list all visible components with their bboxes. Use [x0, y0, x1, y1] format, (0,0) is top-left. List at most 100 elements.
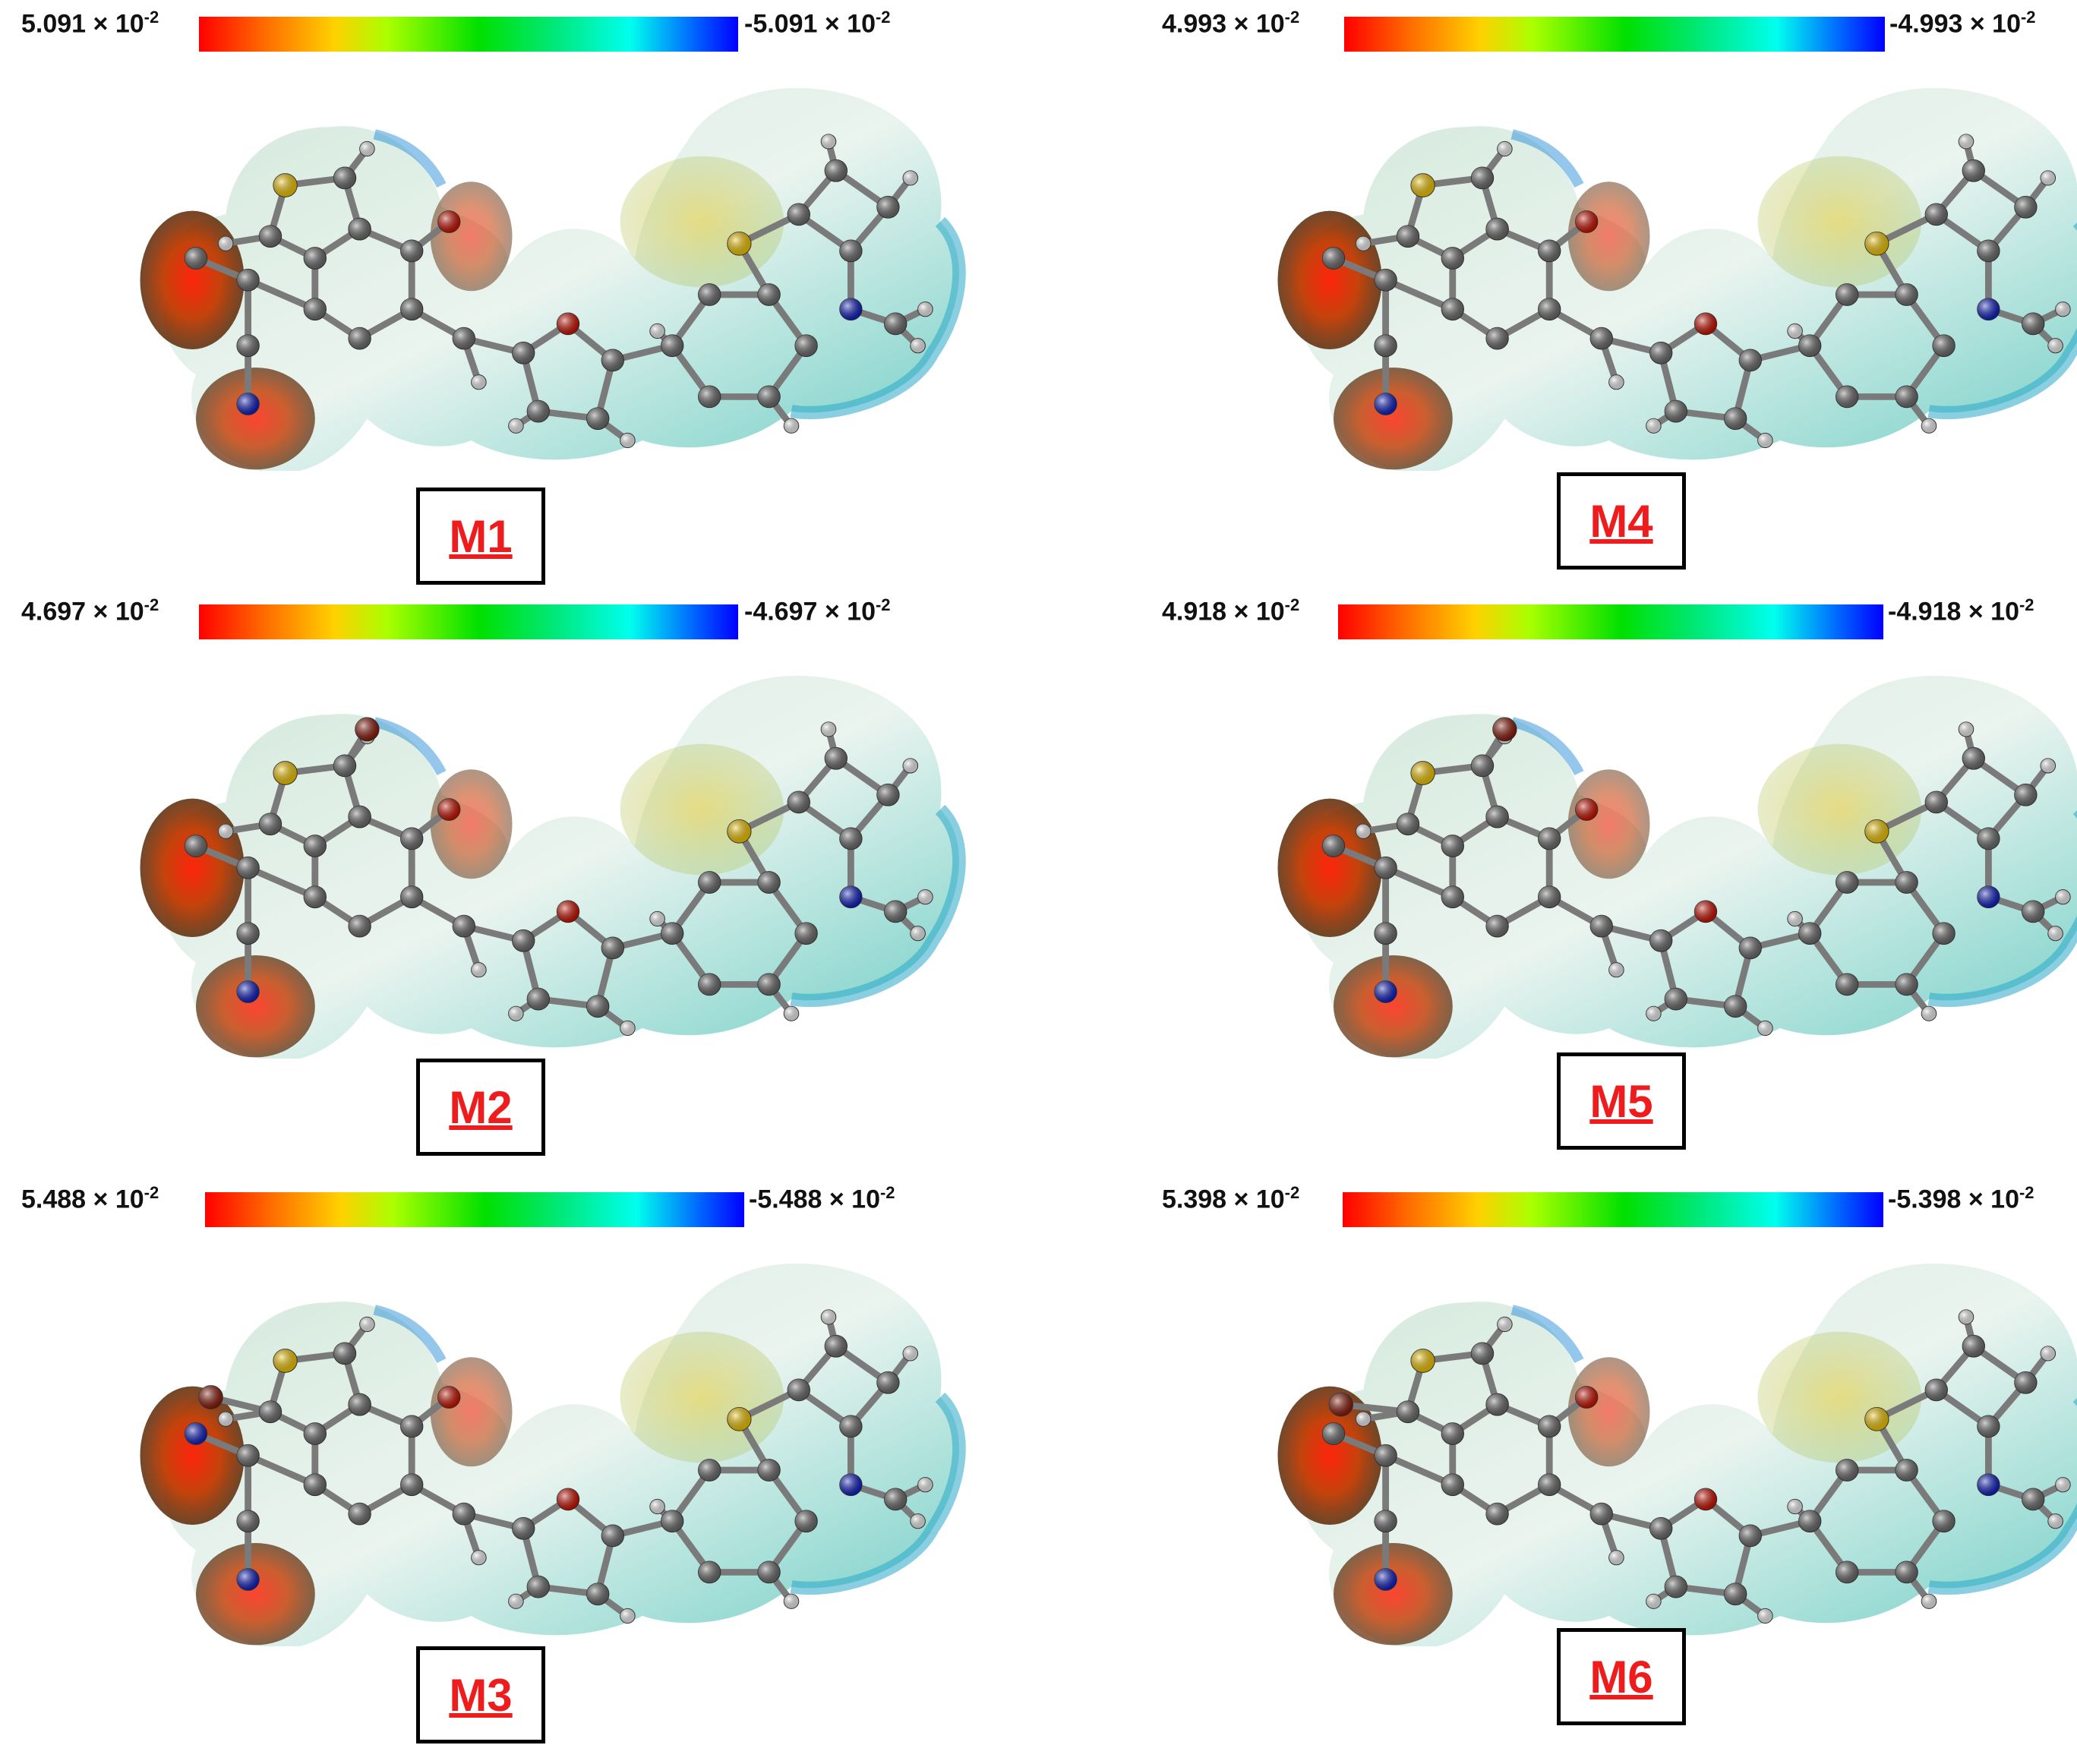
atom-shading: [1608, 1550, 1624, 1565]
atom-shading: [236, 269, 260, 292]
atom-shading: [784, 1594, 799, 1609]
atom-shading: [512, 342, 535, 364]
atom-shading: [903, 170, 918, 185]
atom-shading: [1836, 974, 1858, 996]
negative-region-top: [373, 717, 447, 776]
atom-shading: [1538, 298, 1561, 320]
atom-shading: [453, 327, 475, 349]
scale-min-label: 4.993 × 10-2: [1162, 8, 1299, 39]
bond: [245, 864, 319, 901]
atom-shading: [1665, 988, 1687, 1010]
atom-shading: [884, 901, 907, 923]
atom-shading: [1397, 225, 1419, 248]
atom-shading: [1374, 1568, 1397, 1591]
atom-shading: [1977, 298, 2000, 320]
scale-max-label: -5.398 × 10-2: [1888, 1183, 2034, 1214]
atom-shading: [821, 721, 836, 737]
atom-shading: [1724, 407, 1747, 430]
atom-shading: [1694, 901, 1717, 923]
molecule-label-box: M3: [416, 1646, 545, 1743]
atom-shading: [1441, 1422, 1464, 1445]
atom-shading: [355, 718, 380, 741]
atom-shading: [2047, 1513, 2063, 1529]
atom-shading: [1724, 1583, 1747, 1605]
atom-shading: [1757, 433, 1773, 448]
scale-min-label: 4.697 × 10-2: [21, 595, 159, 626]
atom-shading: [1787, 323, 1803, 339]
atom-shading: [1895, 283, 1918, 306]
atom-shading: [348, 1503, 371, 1525]
atom-shading: [757, 974, 781, 996]
atom-shading: [1374, 1444, 1397, 1467]
atom-shading: [601, 937, 624, 959]
negative-region: [1927, 222, 2077, 420]
scale-max-label: -4.918 × 10-2: [1888, 595, 2034, 626]
atom-shading: [1925, 1379, 1948, 1401]
atom-shading: [1798, 922, 1821, 945]
atom-shading: [348, 327, 371, 349]
scale-min-exponent: -2: [144, 595, 159, 614]
atom-shading: [727, 819, 752, 844]
positive-region-bottom: [196, 368, 315, 470]
atom-shading: [1977, 1473, 2000, 1496]
atom-shading: [1836, 871, 1858, 894]
atom-shading: [1441, 298, 1464, 320]
negative-region: [790, 804, 966, 1008]
atom-shading: [437, 1386, 460, 1409]
negative-region-top: [373, 1305, 447, 1364]
scale-max-value: -4.697 × 10: [744, 597, 876, 626]
atom-shading: [884, 313, 907, 335]
scale-max-label: -4.697 × 10-2: [744, 595, 891, 626]
atom-shading: [1724, 995, 1747, 1018]
atom-shading: [1590, 1503, 1613, 1525]
atom-shading: [1895, 1459, 1918, 1482]
atom-shading: [1497, 141, 1513, 156]
molecule-label: M4: [1589, 495, 1653, 547]
scale-min-value: 5.398 × 10: [1162, 1185, 1285, 1214]
atom-shading: [1590, 915, 1613, 937]
bond: [1382, 864, 1457, 901]
atom-shading: [1925, 204, 1948, 226]
atom-shading: [304, 1422, 327, 1445]
atom-shading: [698, 871, 721, 894]
atom-shading: [218, 236, 233, 251]
scale-max-value: -5.091 × 10: [744, 9, 876, 39]
molecule-group: [140, 675, 966, 1059]
positive-region-left: [1277, 798, 1382, 937]
scale-min-value: 5.091 × 10: [21, 9, 144, 39]
atom-shading: [1864, 232, 1889, 256]
atom-shading: [1485, 327, 1509, 349]
atom-shading: [1410, 173, 1435, 197]
atom-shading: [876, 784, 900, 806]
atom-shading: [910, 1513, 926, 1529]
atom-shading: [903, 758, 918, 773]
atom-shading: [359, 141, 375, 156]
scale-min-label: 5.488 × 10-2: [21, 1183, 159, 1214]
atom-shading: [1739, 937, 1762, 959]
atom-shading: [236, 980, 260, 1003]
atom-shading: [1575, 798, 1598, 821]
atom-shading: [1441, 1473, 1464, 1496]
molecule-label-box: M6: [1557, 1628, 1686, 1725]
atom-shading: [884, 1488, 907, 1510]
atom-shading: [757, 283, 781, 306]
atom-shading: [757, 1561, 781, 1583]
atom-shading: [1646, 1594, 1662, 1609]
atom-shading: [1397, 813, 1419, 835]
atom-shading: [236, 393, 260, 415]
atom-shading: [620, 1021, 636, 1036]
atom-shading: [2055, 1477, 2071, 1492]
atom-shading: [2055, 889, 2071, 904]
atom-shading: [348, 915, 371, 937]
atom-shading: [1485, 915, 1509, 937]
esp-color-bar: [199, 604, 738, 639]
atom-shading: [825, 1335, 848, 1358]
atom-shading: [1895, 871, 1918, 894]
atom-shading: [1962, 747, 1985, 770]
atom-shading: [1374, 1510, 1397, 1532]
negative-region: [790, 216, 966, 420]
negative-region-top: [373, 129, 447, 188]
atom-shading: [508, 1594, 524, 1609]
scale-min-label: 4.918 × 10-2: [1162, 595, 1299, 626]
molecule-group: [140, 87, 966, 471]
